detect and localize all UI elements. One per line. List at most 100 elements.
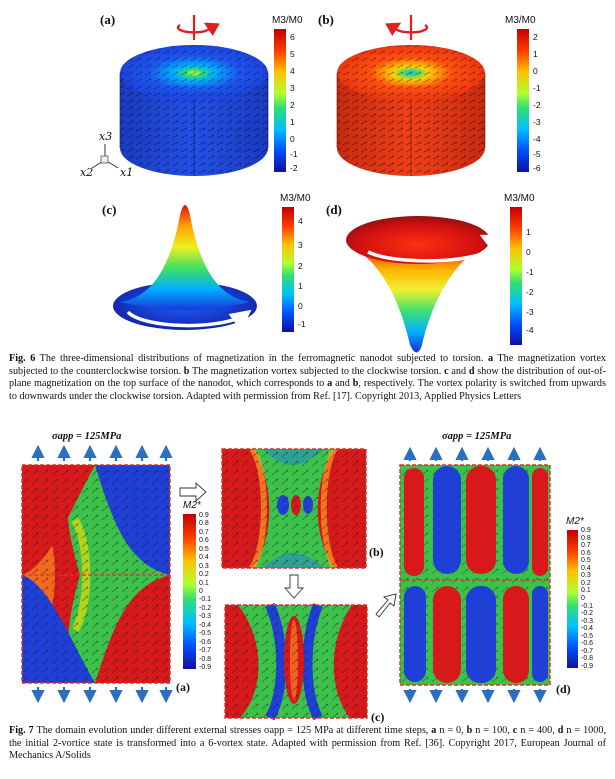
fig7-colorbar-d-tick: 0.7 — [581, 542, 591, 550]
fig7-panel-a-stress-arrows — [31, 444, 173, 704]
cbar-c-tick: 0 — [298, 301, 303, 311]
cbar-b-tick: -4 — [533, 134, 541, 144]
fig7-colorbar-tick: 0.5 — [199, 545, 209, 553]
fig7-colorbar-tick: 0.3 — [199, 562, 209, 570]
fig7-flow-arrows — [179, 481, 397, 618]
fig7-colorbar-d-tick: 0.4 — [581, 564, 591, 572]
fig7-colorbar-d-tick: 0 — [581, 595, 585, 602]
fig6-colorbar-c-title: M3/M0 — [280, 193, 311, 204]
fig7-caption-label: Fig. 7 — [9, 725, 34, 736]
fig6-colorbar-a — [274, 29, 286, 172]
fig6-panel-d-cone — [346, 216, 504, 353]
cbar-d-tick: -1 — [526, 267, 534, 277]
fig7-colorbar-d-tick: -0.2 — [581, 610, 594, 618]
cbar-b-tick: -2 — [533, 100, 541, 110]
fig7-panel-d-stress-arrows — [403, 446, 547, 704]
cbar-a-tick: 5 — [290, 49, 295, 59]
fig7-label-d: (d) — [556, 682, 571, 696]
cbar-b-tick: 0 — [533, 66, 538, 76]
fig7-colorbar-title: M2* — [183, 500, 201, 511]
fig7-colorbar-tick: 0.2 — [199, 571, 209, 579]
cbar-d-tick: -4 — [526, 325, 534, 335]
cbar-b-tick: -3 — [533, 117, 541, 127]
fig7-caption: Fig. 7 The domain evolution under differ… — [9, 725, 607, 762]
fig7-panel-a-field — [21, 464, 171, 684]
cbar-b-tick: -1 — [533, 83, 541, 93]
fig7-stress-label-right: σapp = 125MPa — [442, 431, 512, 442]
cbar-a-tick: -2 — [290, 163, 298, 173]
fig7-colorbar-d-tick: -0.4 — [581, 625, 594, 633]
fig7-panel-d-field — [399, 464, 551, 686]
axes-triad — [91, 144, 119, 169]
cbar-d-tick: -2 — [526, 287, 534, 297]
fig7-colorbar-tick: -0.2 — [199, 604, 212, 612]
fig7-label-c: (c) — [371, 710, 385, 724]
cbar-a-tick: 1 — [290, 117, 295, 127]
cbar-d-tick: 1 — [526, 227, 531, 237]
fig6-panel-c-peak — [113, 205, 257, 331]
cbar-a-tick: 2 — [290, 100, 295, 110]
fig7-colorbar-d-tick: -0.5 — [581, 632, 594, 640]
fig7-colorbar-tick: -0.4 — [199, 621, 212, 629]
fig7-colorbar-d-tick: 0.5 — [581, 557, 591, 565]
fig7-colorbar-d-tick: 0.8 — [581, 534, 591, 542]
fig7-colorbar-tick: 0.9 — [199, 512, 209, 519]
fig7-colorbar-d-tick: -0.3 — [581, 617, 594, 625]
fig6-panel-b-cylinder — [336, 15, 486, 176]
fig6-label-d: (d) — [326, 202, 342, 217]
fig6-colorbar-d-title: M3/M0 — [504, 193, 535, 204]
fig7-colorbar-tick: 0 — [199, 588, 203, 595]
fig6-colorbar-a-title: M3/M0 — [272, 15, 303, 26]
cbar-a-tick: 0 — [290, 134, 295, 144]
cbar-a-tick: 6 — [290, 32, 295, 42]
fig6-label-b: (b) — [318, 12, 334, 27]
fig7-colorbar-d-tick: -0.7 — [581, 647, 594, 655]
fig7-colorbar-d-tick: -0.6 — [581, 640, 594, 648]
cbar-c-tick: 1 — [298, 281, 303, 291]
fig7-panel-c-field — [224, 603, 368, 721]
cbar-c-tick: 3 — [298, 240, 303, 250]
fig7-panel-b-field — [221, 447, 367, 570]
fig7-colorbar-d-title: M2* — [566, 516, 584, 527]
fig6-label-a: (a) — [100, 12, 116, 27]
cbar-a-tick: 3 — [290, 83, 295, 93]
fig7-colorbar-tick: 0.7 — [199, 528, 209, 536]
fig7-colorbar-tick: 0.1 — [199, 579, 209, 587]
fig7-colorbar-d-tick: 0.6 — [581, 549, 591, 557]
fig6-caption: Fig. 6 The three-dimensional distributio… — [9, 353, 607, 402]
fig6-colorbar-b-title: M3/M0 — [505, 15, 536, 26]
fig7-colorbar-d-tick: -0.1 — [581, 602, 594, 610]
cbar-d-tick: -3 — [526, 307, 534, 317]
fig7-colorbar-d-tick: 0.2 — [581, 579, 591, 587]
fig7-label-b: (b) — [369, 545, 384, 559]
fig7-colorbar-d-tick: 0.1 — [581, 587, 591, 595]
cbar-b-tick: -5 — [533, 149, 541, 159]
fig7-label-a: (a) — [176, 680, 190, 694]
fig7-colorbar-d — [567, 530, 578, 668]
fig7-colorbar-tick: -0.3 — [199, 613, 212, 621]
fig7-colorbar — [183, 514, 196, 669]
fig7-colorbar-tick: -0.7 — [199, 647, 212, 655]
cbar-c-tick: -1 — [298, 319, 306, 329]
fig7-colorbar-d-tick: 0.3 — [581, 572, 591, 580]
fig7-colorbar-tick: -0.1 — [199, 596, 212, 604]
fig7-colorbar-tick: 0.6 — [199, 537, 209, 545]
axis-label-x2: x2 — [80, 166, 94, 179]
cbar-a-tick: 4 — [290, 66, 295, 76]
axis-label-x1: x1 — [120, 166, 134, 179]
cbar-c-tick: 2 — [298, 261, 303, 271]
fig6-colorbar-c — [282, 207, 294, 332]
fig7-colorbar-tick: -0.9 — [199, 664, 212, 671]
fig6-caption-label: Fig. 6 — [9, 353, 36, 364]
cbar-a-tick: -1 — [290, 149, 298, 159]
fig7-colorbar-d-tick: -0.8 — [581, 655, 594, 663]
cbar-b-tick: 2 — [533, 32, 538, 42]
fig7-colorbar-tick: -0.5 — [199, 630, 212, 638]
cbar-c-tick: 4 — [298, 216, 303, 226]
cbar-b-tick: -6 — [533, 163, 541, 173]
fig7-stress-label-left: σapp = 125MPa — [52, 431, 122, 442]
fig7-colorbar-tick: 0.4 — [199, 554, 209, 562]
fig6-colorbar-d — [510, 207, 522, 345]
fig6-colorbar-b — [517, 29, 529, 172]
